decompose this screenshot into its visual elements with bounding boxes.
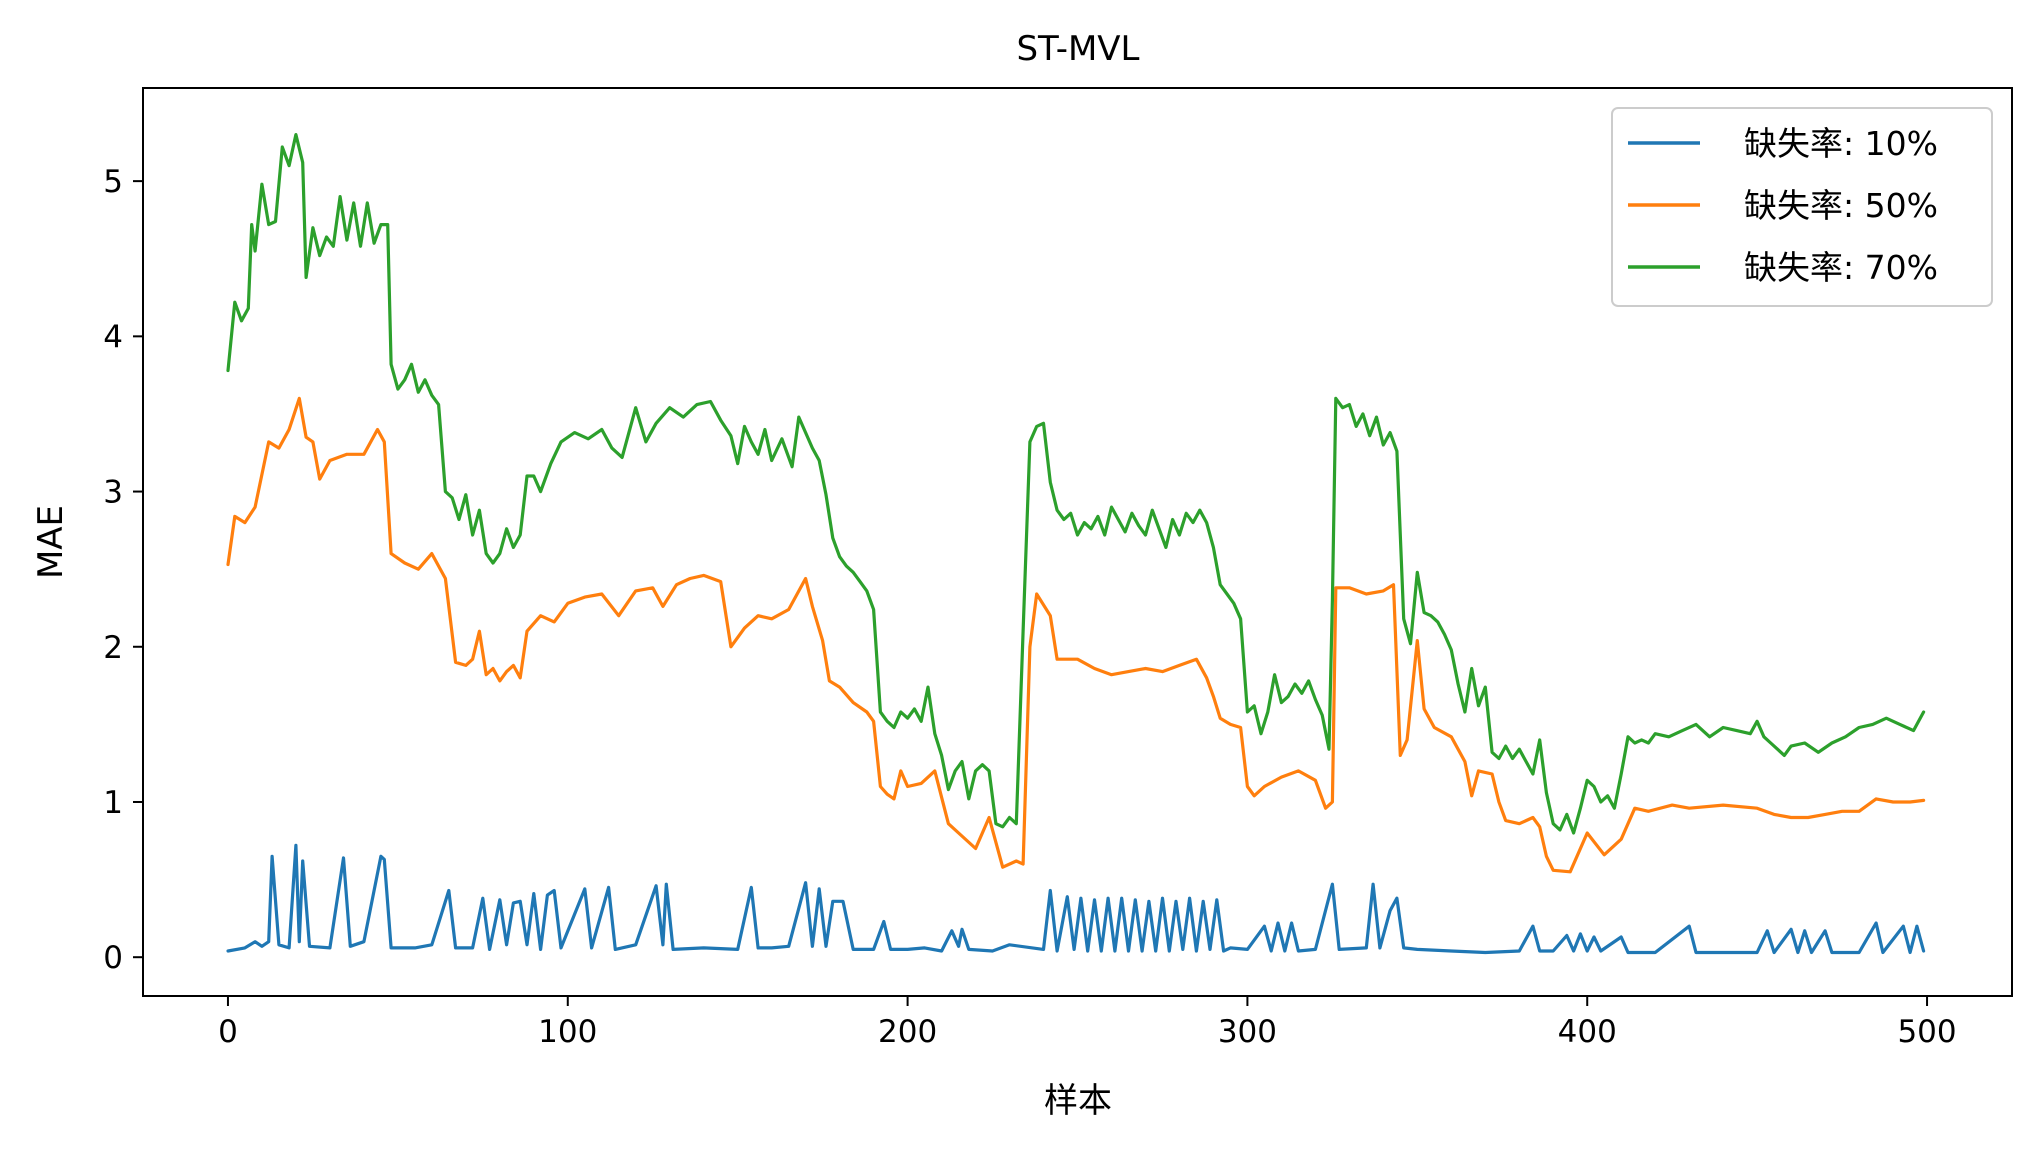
x-tick-label: 100: [538, 1014, 597, 1050]
legend-label-1: 缺失率: 10%: [1744, 124, 1938, 163]
y-tick-label: 5: [103, 164, 123, 200]
x-tick-label: 300: [1218, 1014, 1277, 1050]
y-axis-label: MAE: [31, 505, 71, 579]
x-tick-label: 200: [878, 1014, 937, 1050]
series-line-1: [226, 843, 1926, 955]
legend-box: [1611, 107, 1993, 307]
x-tick-label: 0: [218, 1014, 238, 1050]
x-tick-label: 500: [1897, 1014, 1956, 1050]
y-axis-ticks: 0 1 2 3 4 5: [103, 164, 143, 976]
plot-frame: [142, 87, 2013, 997]
plot-lines: [226, 133, 1926, 955]
x-axis-label: 样本: [1044, 1081, 1112, 1121]
legend-label-2: 缺失率: 50%: [1744, 186, 1938, 225]
series-line-3: [226, 133, 1926, 835]
series-line-2: [226, 396, 1926, 874]
y-tick-label: 3: [103, 475, 123, 511]
y-tick-label: 4: [103, 319, 123, 355]
chart-title: ST-MVL: [1016, 29, 1139, 69]
x-tick-label: 400: [1558, 1014, 1617, 1050]
legend-entries: 缺失率: 10% 缺失率: 50% 缺失率: 70%: [1628, 124, 1938, 287]
y-tick-label: 2: [103, 630, 123, 666]
legend-label-3: 缺失率: 70%: [1744, 248, 1938, 287]
y-tick-label: 1: [103, 785, 123, 821]
y-tick-label: 0: [103, 940, 123, 976]
legend: 缺失率: 10% 缺失率: 50% 缺失率: 70%: [1611, 107, 1993, 307]
x-axis-ticks: 0 100 200 300 400 500: [218, 996, 1957, 1050]
